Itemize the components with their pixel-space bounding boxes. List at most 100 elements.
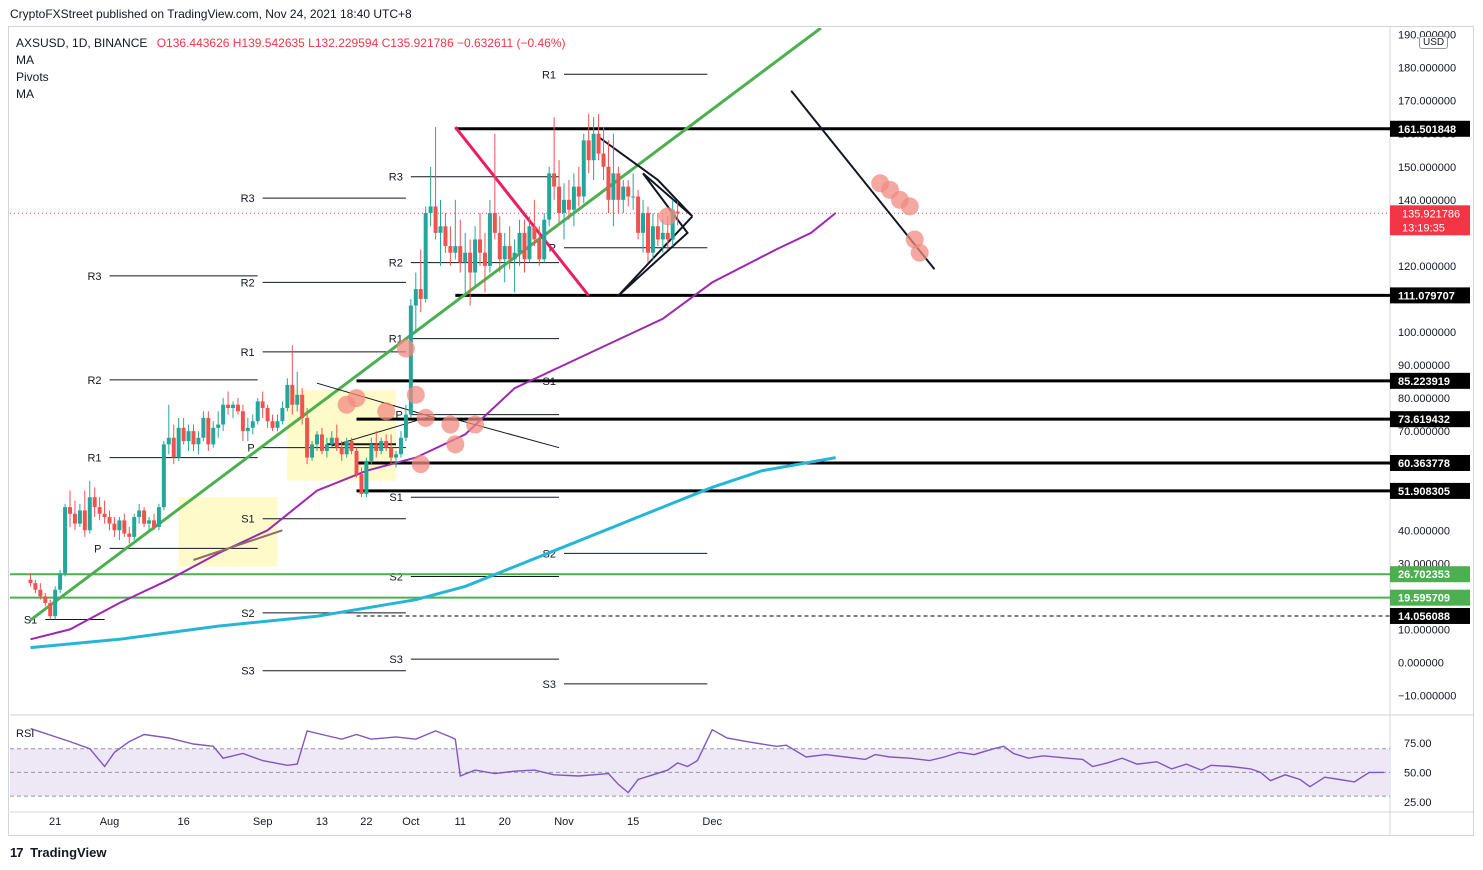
candle-down [552, 173, 557, 187]
candle-up [147, 520, 152, 524]
ma-short-line [30, 212, 837, 641]
candle-up [502, 246, 507, 260]
candle-up [87, 497, 92, 531]
time-tick-label: 21 [49, 816, 61, 828]
time-tick-label: 11 [455, 816, 466, 828]
time-tick-label: Sep [253, 816, 273, 828]
candle-up [221, 404, 226, 425]
candle-down [418, 289, 423, 299]
legend-indicator-pivots[interactable]: Pivots [16, 70, 49, 84]
candle-down [334, 437, 339, 448]
candle-up [369, 444, 374, 461]
candle-down [675, 211, 680, 214]
candle-down [127, 533, 132, 537]
rsi-tick-label: 75.00 [1404, 738, 1432, 750]
highlight-circle [441, 415, 460, 434]
candle-up [53, 589, 58, 617]
candle-down [655, 226, 660, 240]
candle-down [142, 510, 147, 524]
highlight-circle [377, 402, 396, 421]
candle-down [448, 246, 453, 253]
key-level-label: 161.501848 [1398, 124, 1456, 136]
current-price-tag [1390, 205, 1470, 236]
current-price-label: 135.921786 [1402, 208, 1460, 220]
highlight-circle [900, 197, 919, 216]
candle-down [181, 427, 186, 442]
candle-down [226, 404, 231, 408]
candle-up [77, 510, 82, 524]
candle-up [631, 196, 636, 198]
candle-up [611, 173, 616, 200]
legend: AXSUSD, 1D, BINANCE O136.443626 H139.542… [16, 35, 572, 103]
candle-down [305, 417, 310, 458]
key-level-label: 26.702353 [1398, 569, 1450, 581]
candle-up [211, 427, 216, 445]
candle-up [231, 404, 236, 408]
candle-up [403, 414, 408, 438]
candle-up [527, 226, 532, 260]
highlight-circle [396, 339, 415, 358]
time-tick-label: 13 [316, 816, 328, 828]
green-trendline [29, 28, 822, 622]
pivot-label-s3: S3 [543, 679, 556, 691]
key-level-tag [1390, 589, 1470, 606]
candle-up [255, 401, 260, 422]
candle-up [315, 434, 319, 445]
candle-down [433, 206, 438, 233]
candle-down [665, 232, 670, 240]
candle-up [245, 427, 250, 432]
candle-up [517, 232, 522, 253]
candle-down [443, 226, 448, 247]
candle-down [92, 497, 97, 508]
highlight-circle [446, 435, 465, 454]
candle-down [38, 589, 43, 597]
candle-up [186, 431, 191, 442]
countdown-label: 13:19:35 [1402, 222, 1445, 234]
candle-down [576, 186, 581, 197]
candle-down [359, 474, 364, 494]
candle-down [596, 133, 601, 154]
candle-down [458, 246, 463, 263]
legend-indicator-ma-2[interactable]: MA [16, 87, 34, 101]
currency-badge[interactable]: USD [1419, 36, 1449, 49]
triangle-pattern [598, 136, 694, 297]
candle-down [586, 140, 591, 161]
candle-down [33, 583, 38, 590]
candle-down [478, 239, 483, 253]
candle-down [374, 444, 379, 451]
highlight-circle [411, 455, 430, 474]
candle-up [512, 252, 517, 260]
pivot-label-p: P [94, 543, 101, 555]
highlight-circle [466, 415, 485, 434]
legend-indicator-ma[interactable]: MA [16, 53, 34, 67]
candle-up [423, 213, 428, 299]
candle-up [453, 246, 458, 253]
candle-down [206, 417, 211, 445]
footer-brand: 17 TradingView [10, 845, 106, 860]
key-level-tag [1390, 411, 1470, 428]
pivot-label-s3: S3 [241, 666, 254, 678]
candle-up [285, 384, 290, 408]
candle-down [645, 213, 650, 253]
legend-ohlc: O136.443626 H139.542635 L132.229594 C135… [156, 36, 566, 50]
candle-up [176, 427, 181, 458]
key-level-tag [1390, 120, 1470, 137]
candle-down [482, 252, 487, 266]
candle-down [97, 507, 102, 514]
highlight-circle [910, 243, 929, 262]
candle-up [329, 437, 334, 445]
highlight-circle [347, 389, 366, 408]
price-tick-label: 0.000000 [1398, 657, 1444, 669]
candle-up [581, 140, 586, 197]
time-tick-label: 20 [499, 816, 511, 828]
candle-down [636, 196, 641, 233]
candle-up [117, 520, 122, 531]
key-level-label: 14.056088 [1398, 611, 1450, 623]
candle-up [413, 289, 418, 306]
candle-up [132, 517, 137, 537]
candle-down [626, 186, 631, 197]
candle-up [196, 437, 201, 445]
candle-down [240, 411, 245, 432]
price-tick-label: 140.000000 [1398, 195, 1456, 207]
